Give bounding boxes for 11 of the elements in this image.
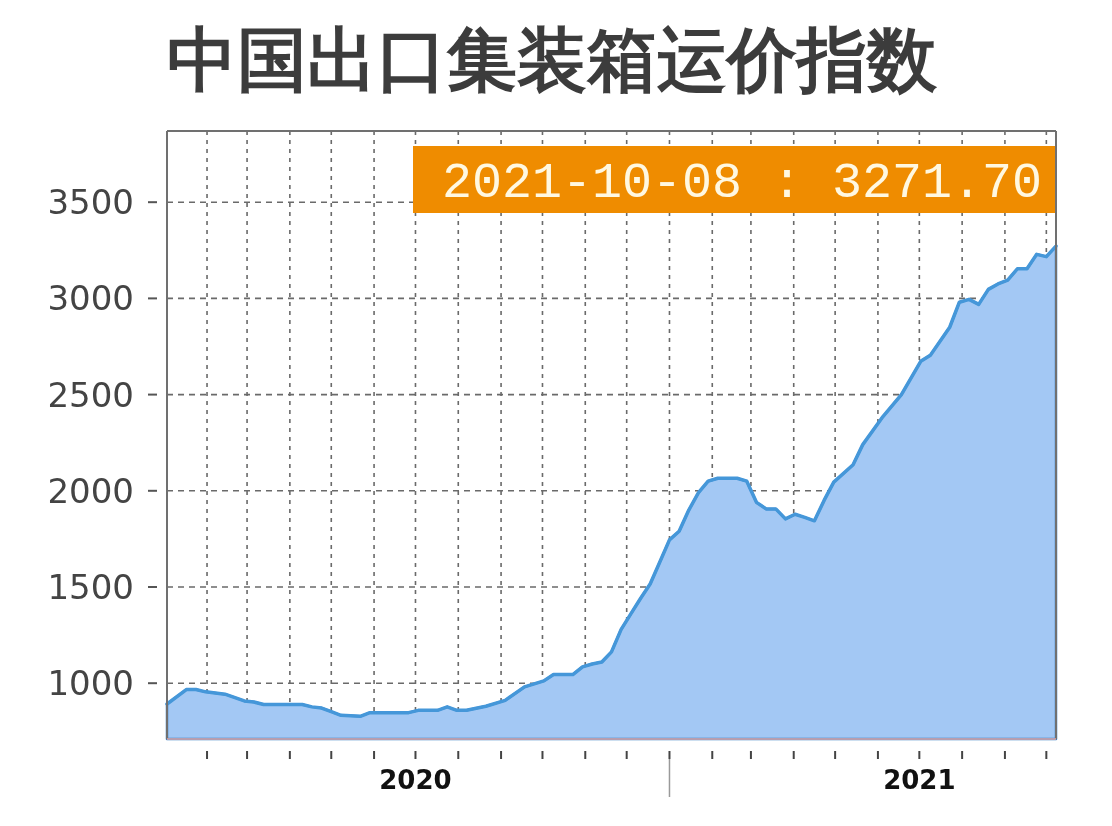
y-tick-label: 1000 — [47, 663, 134, 704]
y-tick-label: 3500 — [47, 182, 134, 223]
y-tick-label: 2500 — [47, 374, 134, 415]
x-tick-label: 2021 — [883, 765, 956, 795]
annotation: 2021-10-08 : 3271.70 — [413, 146, 1056, 213]
y-tick-label: 1500 — [47, 567, 134, 607]
y-tick-label: 2000 — [47, 470, 134, 511]
x-tick-label: 2020 — [379, 765, 452, 795]
title: 中国出口集装箱运价指数 — [167, 19, 937, 101]
annotation: 2021-10-08 : 3271.70 — [441, 155, 1042, 212]
y-tick-label: 3000 — [47, 278, 134, 319]
